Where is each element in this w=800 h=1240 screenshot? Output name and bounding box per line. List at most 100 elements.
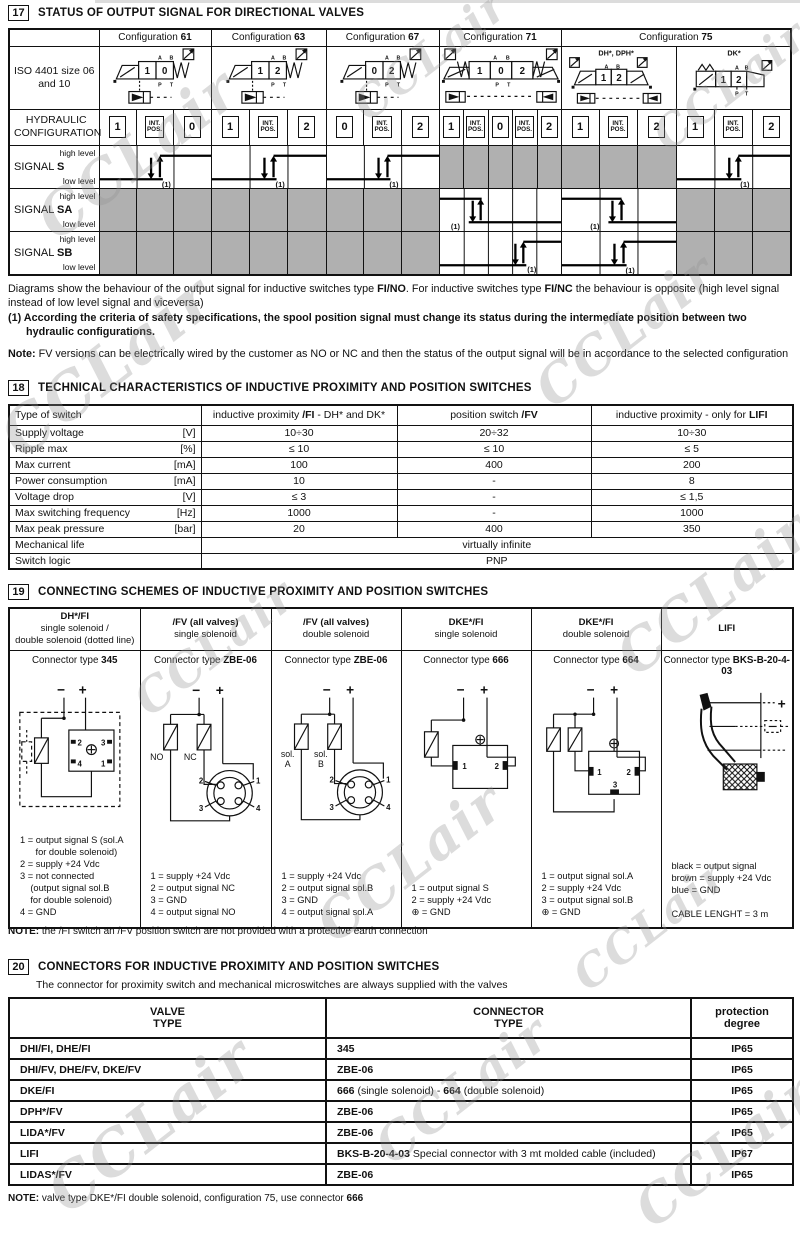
svg-text:(1): (1): [527, 265, 537, 274]
svg-text:−: −: [192, 682, 200, 697]
connector-type-label: Connector type 345: [31, 654, 118, 666]
scheme-legend: 1 = supply +24 Vdc 2 = output signal sol…: [281, 871, 374, 918]
signal-na-cell: [675, 230, 715, 275]
svg-text:2: 2: [198, 776, 203, 785]
connector-cell: ZBE-06: [325, 1121, 692, 1144]
scheme-legend: 1 = output signal S (sol.A for double so…: [20, 834, 124, 918]
svg-text:4: 4: [255, 803, 260, 812]
row-label: Supply voltage [V]: [8, 424, 202, 442]
valve-type-cell: LIDA*/FV: [8, 1121, 327, 1144]
svg-text:P: P: [735, 91, 739, 97]
section-number: 18: [8, 380, 29, 396]
section-19-header: 19 CONNECTING SCHEMES OF INDUCTIVE PROXI…: [8, 584, 488, 600]
signal-na-cell: [135, 187, 174, 232]
svg-text:4: 4: [386, 802, 391, 811]
value-cell: 8: [590, 472, 794, 490]
hydraulic-value: 0: [487, 108, 513, 146]
svg-text:P: P: [495, 82, 499, 88]
section-17-header: 17 STATUS OF OUTPUT SIGNAL FOR DIRECTION…: [8, 5, 364, 21]
signal-sa-waveform-71: (1): [438, 187, 562, 232]
svg-text:1: 1: [462, 761, 467, 770]
signal-sb-waveform-71: (1): [438, 230, 562, 275]
value-cell: 1000: [590, 504, 794, 522]
svg-text:T: T: [396, 82, 400, 88]
row-label: Mechanical life: [8, 536, 202, 554]
svg-text:B: B: [505, 55, 509, 61]
row-label: Ripple max [%]: [8, 440, 202, 458]
connector-type-label: Connector type ZBE-06: [154, 654, 257, 666]
signal-na-cell: [598, 144, 638, 189]
hydraulic-value: 2: [286, 108, 327, 146]
svg-text:T: T: [507, 82, 511, 88]
config-header: Configuration 75: [560, 28, 792, 47]
svg-text:NC: NC: [183, 751, 196, 761]
svg-text:sol.: sol.: [280, 749, 294, 759]
signal-s-waveform-67: (1): [325, 144, 440, 189]
svg-text:−: −: [57, 682, 65, 697]
signal-na-cell: [511, 144, 538, 189]
svg-text:3: 3: [329, 802, 334, 811]
value-cell: 20: [200, 520, 398, 538]
value-cell: 100: [200, 456, 398, 474]
valve-symbol-config-71-cell: A B 1 0 2 P T: [438, 45, 562, 110]
config-header: Configuration 71: [438, 28, 562, 47]
svg-text:A: A: [270, 55, 274, 61]
connector-type-label: Connector type 664: [553, 654, 639, 666]
signal-na-cell: [248, 187, 288, 232]
signal-na-cell: [325, 230, 364, 275]
svg-text:1: 1: [597, 767, 602, 776]
scheme-header: LIFI: [660, 607, 794, 651]
svg-text:1: 1: [720, 74, 726, 85]
protection-cell: IP65: [690, 1037, 794, 1060]
col-header-protection: protection degree: [690, 997, 794, 1039]
svg-text:(1): (1): [161, 180, 171, 188]
value-cell: 200: [590, 456, 794, 474]
value-cell: 1000: [200, 504, 398, 522]
config-header: Configuration 63: [210, 28, 327, 47]
valve-symbol-config-71: A B 1 0 2 P T: [441, 47, 560, 103]
signal-sa-label: high level SIGNAL SA low level: [8, 187, 100, 232]
connector-type-label: Connector type 666: [423, 654, 509, 666]
svg-text:+: +: [346, 682, 354, 697]
section-19-note: NOTE: the /FI switch an /FV position swi…: [8, 926, 428, 937]
signal-sa-waveform-75-dh: (1): [560, 187, 677, 232]
valve-symbol-config-67: A B 0 2 P T: [339, 47, 421, 104]
section-20-header: 20 CONNECTORS FOR INDUCTIVE PROXIMITY AN…: [8, 959, 439, 975]
scheme-header: DKE*/FI double solenoid: [530, 607, 662, 651]
svg-text:A: A: [157, 55, 161, 61]
value-cell: 10÷30: [200, 424, 398, 442]
scheme-zbe06-single: Connector type ZBE-06 − + NO NC 2 1 3 4: [139, 649, 272, 928]
svg-text:A: A: [493, 55, 497, 61]
svg-text:2: 2: [616, 72, 621, 83]
signal-na-cell: [462, 144, 489, 189]
hydraulic-intpos: INT. POS.: [511, 108, 538, 146]
col-header-valve-type: VALVE TYPE: [8, 997, 327, 1039]
section-17-notes: Diagrams show the behaviour of the outpu…: [8, 282, 794, 361]
svg-text:−: −: [322, 682, 330, 697]
connector-cell: BKS-B-20-4-03 Special connector with 3 m…: [325, 1142, 692, 1165]
scheme-664: Connector type 664 − + 1 2 3: [530, 649, 662, 928]
row-label: Max peak pressure [bar]: [8, 520, 202, 538]
section-18-header: 18 TECHNICAL CHARACTERISTICS OF INDUCTIV…: [8, 380, 532, 396]
signal-na-cell: [362, 187, 402, 232]
valve-symbol-config-61: A B 1 0 P T: [112, 47, 194, 104]
svg-text:+: +: [480, 682, 488, 697]
footnote-1: (1) According the criteria of safety spe…: [8, 312, 747, 339]
hydraulic-value: 0: [325, 108, 364, 146]
row-label: Max current [mA]: [8, 456, 202, 474]
scheme-header: DH*/FI single solenoid / double solenoid …: [8, 607, 141, 651]
svg-text:NO: NO: [150, 751, 163, 761]
hydraulic-value: 2: [751, 108, 792, 146]
scheme-legend: black = output signal brown = supply +24…: [671, 861, 772, 896]
valve-type-cell: DPH*/FV: [8, 1100, 327, 1123]
protection-cell: IP67: [690, 1142, 794, 1165]
value-cell: 400: [396, 520, 592, 538]
svg-text:+: +: [79, 682, 87, 697]
svg-text:1: 1: [257, 66, 263, 77]
hydraulic-value: 1: [560, 108, 600, 146]
signal-na-cell: [172, 230, 212, 275]
valve-symbol-config-67-cell: A B 0 2 P T: [325, 45, 440, 110]
